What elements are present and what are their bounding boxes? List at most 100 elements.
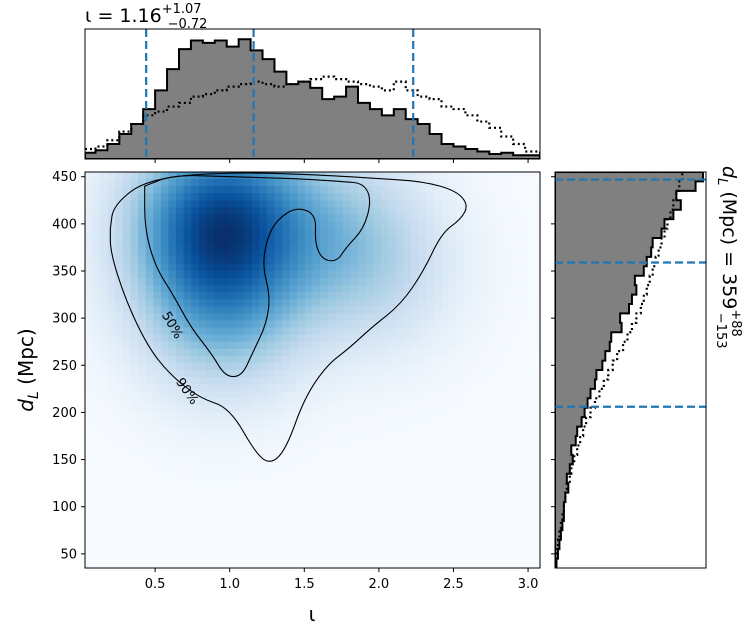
heatmap-cell (251, 370, 261, 378)
heatmap-cell (198, 504, 207, 513)
heatmap-cell (502, 384, 511, 392)
heatmap-cell (122, 186, 132, 194)
heatmap-cell (206, 193, 215, 201)
heatmap-cell (198, 271, 207, 279)
heatmap-cell (380, 412, 389, 421)
heatmap-cell (479, 320, 488, 329)
heatmap-cell (168, 242, 177, 251)
heatmap-cell (418, 370, 427, 378)
heatmap-cell (380, 546, 389, 555)
heatmap-cell (107, 186, 116, 194)
heatmap-cell (267, 214, 276, 223)
heatmap-cell (403, 214, 412, 223)
heatmap-cell (145, 355, 154, 364)
heatmap-cell (327, 461, 336, 470)
heatmap-cell (191, 370, 200, 378)
heatmap-cell (358, 327, 367, 336)
heatmap-cell (411, 278, 420, 286)
heatmap-cell (107, 560, 116, 568)
heatmap-cell (198, 384, 207, 392)
heatmap-cell (251, 440, 261, 449)
heatmap-cell (206, 560, 215, 568)
heatmap-cell (130, 193, 139, 201)
heatmap-cell (297, 497, 306, 505)
heatmap-cell (486, 461, 496, 470)
heatmap-cell (168, 271, 177, 279)
heatmap-cell (441, 235, 450, 244)
heatmap-cell (403, 476, 412, 484)
heatmap-cell (221, 391, 230, 399)
heatmap-cell (206, 242, 215, 251)
heatmap-cell (509, 242, 518, 251)
heatmap-cell (517, 391, 526, 399)
heatmap-cell (502, 483, 511, 491)
heatmap-cell (115, 454, 124, 463)
heatmap-cell (403, 497, 412, 505)
heatmap-cell (411, 320, 420, 329)
heatmap-cell (350, 461, 359, 470)
heatmap-cell (350, 341, 359, 350)
heatmap-cell (153, 469, 162, 477)
heatmap-cell (92, 299, 101, 307)
heatmap-cell (213, 377, 223, 385)
heatmap-cell (449, 299, 458, 307)
heatmap-cell (236, 306, 245, 315)
heatmap-cell (517, 433, 526, 442)
heatmap-cell (426, 172, 435, 180)
heatmap-cell (107, 362, 116, 371)
heatmap-cell (251, 490, 261, 498)
heatmap-cell (92, 285, 101, 293)
heatmap-cell (259, 221, 268, 230)
heatmap-cell (456, 249, 465, 258)
heatmap-cell (183, 525, 192, 534)
heatmap-cell (403, 440, 412, 449)
heatmap-cell (138, 419, 147, 428)
heatmap-cell (221, 433, 230, 442)
heatmap-cell (168, 398, 177, 406)
heatmap-cell (411, 370, 420, 378)
heatmap-cell (312, 334, 321, 343)
heatmap-cell (509, 377, 518, 385)
heatmap-cell (486, 271, 496, 279)
heatmap-cell (464, 405, 473, 414)
heatmap-cell (198, 285, 207, 293)
heatmap-cell (191, 539, 200, 548)
heatmap-cell (395, 546, 405, 555)
heatmap-cell (327, 391, 336, 399)
heatmap-cell (153, 511, 162, 520)
heatmap-cell (320, 362, 329, 371)
heatmap-cell (236, 327, 245, 336)
heatmap-cell (426, 377, 435, 385)
heatmap-cell (282, 341, 291, 350)
heatmap-cell (221, 306, 230, 315)
heatmap-cell (176, 320, 185, 329)
heatmap-cell (122, 313, 132, 322)
heatmap-cell (335, 483, 344, 491)
heatmap-cell (304, 398, 314, 406)
heatmap-cell (426, 560, 435, 568)
heatmap-cell (183, 221, 192, 230)
heatmap-cell (213, 384, 223, 392)
heatmap-cell (418, 539, 427, 548)
heatmap-cell (160, 249, 170, 258)
heatmap-cell (213, 228, 223, 237)
heatmap-cell (100, 228, 109, 237)
heatmap-cell (304, 362, 314, 371)
heatmap-cell (198, 355, 207, 364)
heatmap-cell (198, 334, 207, 343)
heatmap-cell (130, 327, 139, 336)
heatmap-cell (327, 447, 336, 456)
heatmap-cell (373, 228, 382, 237)
heatmap-cell (198, 221, 207, 230)
heatmap-cell (160, 454, 170, 463)
right-marginal-ticks (551, 176, 555, 555)
heatmap-cell (441, 497, 450, 505)
heatmap-cell (206, 391, 215, 399)
heatmap-cell (183, 186, 192, 194)
heatmap-cell (289, 320, 298, 329)
heatmap-cell (297, 249, 306, 258)
heatmap-cell (388, 278, 397, 286)
heatmap-cell (100, 398, 109, 406)
heatmap-cell (411, 214, 420, 223)
heatmap-cell (100, 348, 109, 357)
